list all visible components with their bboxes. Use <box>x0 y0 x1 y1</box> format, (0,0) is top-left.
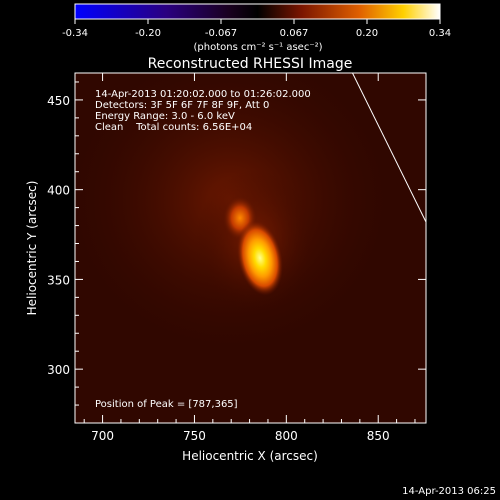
colorbar-tick-label: -0.34 <box>62 28 88 39</box>
timestamp: 14-Apr-2013 06:25 <box>402 486 496 497</box>
chart-title: Reconstructed RHESSI Image <box>148 56 353 72</box>
colorbar-tick-label: -0.20 <box>135 28 161 39</box>
annotation-energy-range: Energy Range: 3.0 - 6.0 keV <box>95 111 235 122</box>
colorbar-unit-label: (photons cm⁻² s⁻¹ asec⁻²) <box>193 42 322 53</box>
y-axis-label: Heliocentric Y (arcsec) <box>25 181 39 316</box>
x-tick-label: 750 <box>183 429 206 443</box>
solar-limb-line <box>352 73 426 223</box>
colorbar-tick-label: 0.20 <box>356 28 378 39</box>
y-tick-label: 350 <box>47 273 70 287</box>
x-tick-label: 700 <box>91 429 114 443</box>
x-tick-label: 800 <box>275 429 298 443</box>
plot-frame <box>74 72 427 424</box>
colorbar-tick-label: 0.34 <box>429 28 451 39</box>
colorbar-tick-label: 0.067 <box>280 28 309 39</box>
colorbar-tick-label: -0.067 <box>205 28 237 39</box>
x-axis-ticks: 700 750 800 850 <box>83 73 416 443</box>
x-tick-label: 850 <box>367 429 390 443</box>
annotation-detectors: Detectors: 3F 5F 6F 7F 8F 9F, Att 0 <box>95 100 269 111</box>
y-tick-label: 450 <box>47 94 70 108</box>
annotations: 14-Apr-2013 01:20:02.000 to 01:26:02.000… <box>95 89 311 133</box>
plot-area <box>75 73 426 423</box>
colorbar <box>74 3 441 20</box>
peak-position-label: Position of Peak = [787,365] <box>95 399 238 410</box>
y-axis-ticks: 300 350 400 450 <box>47 81 426 406</box>
x-axis-label: Heliocentric X (arcsec) <box>182 449 318 463</box>
y-tick-label: 400 <box>47 184 70 198</box>
y-tick-label: 300 <box>47 363 70 377</box>
annotation-counts: Clean Total counts: 6.56E+04 <box>95 122 252 133</box>
colorbar-ticks: -0.34 -0.20 -0.067 0.067 0.20 0.34 <box>62 19 451 39</box>
emission-core <box>237 220 283 296</box>
annotation-time-range: 14-Apr-2013 01:20:02.000 to 01:26:02.000 <box>95 89 311 100</box>
